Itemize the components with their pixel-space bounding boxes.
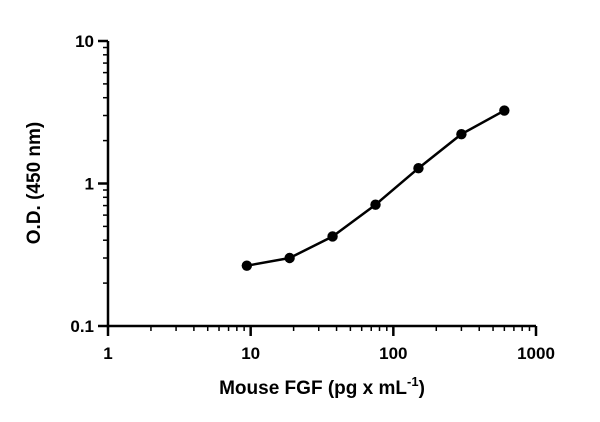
x-tick-label: 10 — [241, 344, 260, 363]
x-tick-label: 100 — [379, 344, 407, 363]
plot-area: 0.1 1 10 1 10 100 1000 — [70, 32, 555, 363]
y-tick-label: 1 — [85, 175, 94, 194]
y-axis-title: O.D. (450 nm) — [24, 122, 45, 244]
data-point — [413, 163, 424, 174]
y-tick-label: 0.1 — [70, 317, 94, 336]
series-layer — [241, 105, 510, 271]
data-point — [327, 231, 338, 242]
data-point — [499, 105, 510, 116]
x-tick-label: 1000 — [517, 344, 555, 363]
y-axis-ticks: 0.1 1 10 — [70, 32, 108, 336]
y-tick-label: 10 — [75, 32, 94, 51]
data-point — [456, 128, 467, 140]
data-point — [370, 199, 381, 210]
data-point — [241, 260, 253, 271]
x-tick-label: 1 — [103, 344, 112, 363]
x-axis-title: Mouse FGF (pg x mL-1) — [219, 374, 425, 399]
x-axis-title-superscript: -1 — [407, 374, 419, 389]
x-axis-title-main: Mouse FGF (pg x mL — [219, 378, 407, 399]
x-axis-title-suffix: ) — [419, 378, 425, 399]
x-axis-ticks: 1 10 100 1000 — [103, 326, 555, 363]
data-point — [284, 252, 295, 264]
